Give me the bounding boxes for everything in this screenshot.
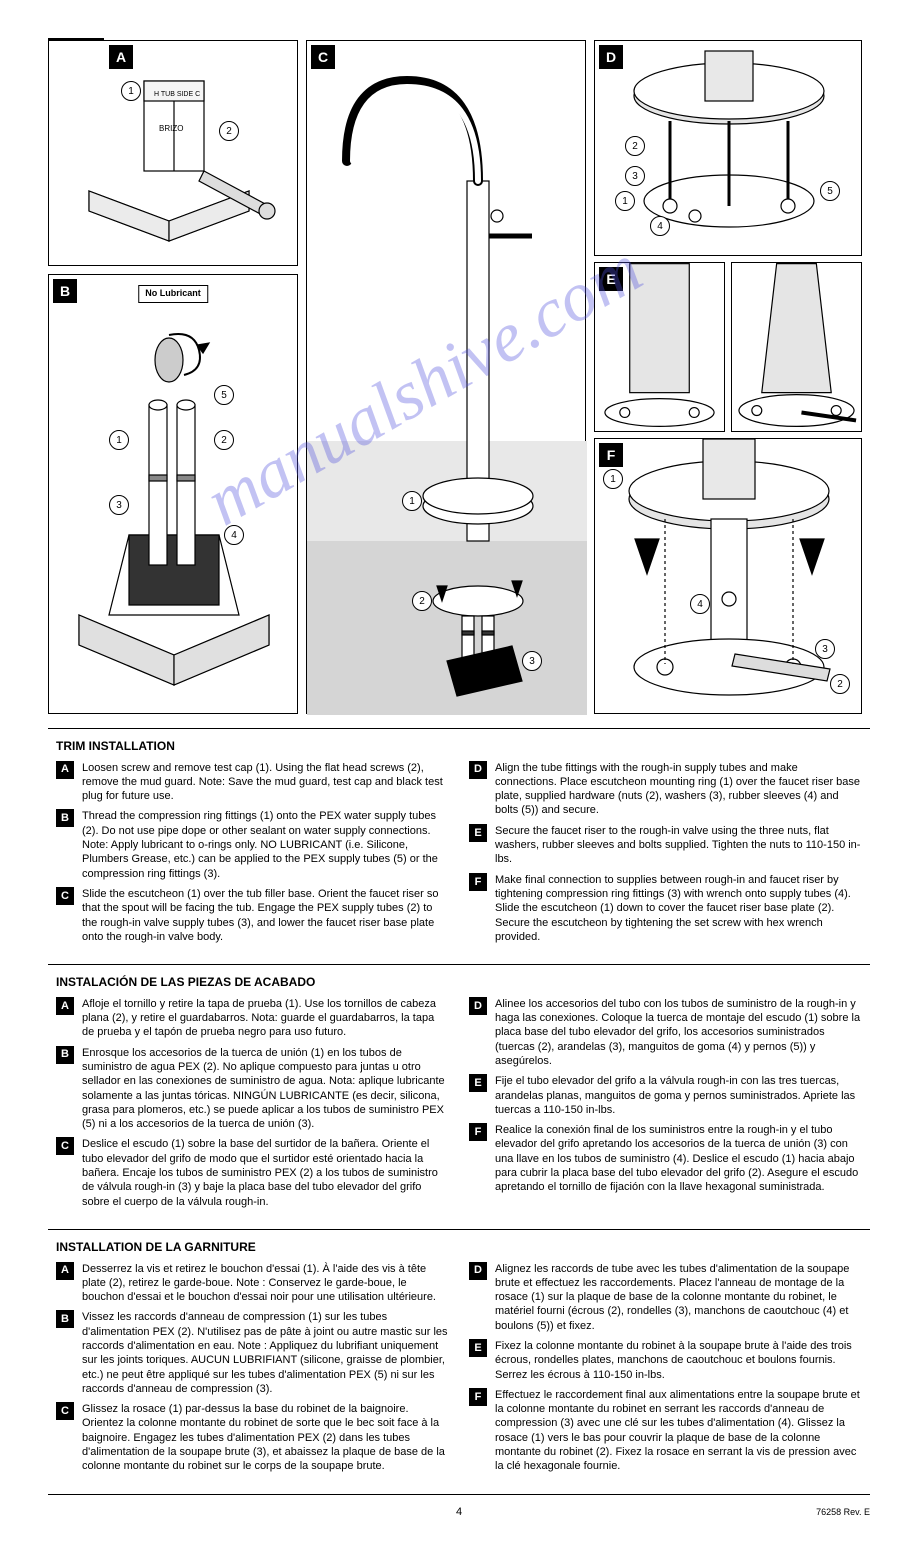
figure-f: F [594,438,862,714]
title-en: TRIM INSTALLATION [56,739,862,755]
callout-d1: 1 [615,191,635,211]
figure-left-column: A H TUB SIDE C BRIZO [48,40,298,714]
en-step-c: C Slide the escutcheon (1) over the tub … [56,887,449,944]
figure-f-svg [595,439,863,715]
panel-label-a: A [109,45,133,69]
callout-c3: 3 [522,651,542,671]
callout-a2: 2 [219,121,239,141]
es-step-a: A Afloje el tornillo y retire la tapa de… [56,997,449,1040]
warning-label: No Lubricant [138,285,208,303]
callout-b3: 3 [109,495,129,515]
en-step-b: B Thread the compression ring fittings (… [56,809,449,880]
callout-b4: 4 [224,525,244,545]
en-step-a: A Loosen screw and remove test cap (1). … [56,761,449,804]
en-text-d: Align the tube fittings with the rough-i… [495,761,862,818]
title-fr: INSTALLATION DE LA GARNITURE [56,1240,862,1256]
panel-label-c: C [311,45,335,69]
figures-row: A H TUB SIDE C BRIZO [48,40,870,714]
figure-c: C [306,40,586,714]
fr-step-c: C Glissez la rosace (1) par-dessus la ba… [56,1402,449,1473]
fr-step-e: E Fixez la colonne montante du robinet à… [469,1339,862,1382]
callout-d2: 2 [625,136,645,156]
panel-label-b: B [53,279,77,303]
document-id: 76258 Rev. E [816,1507,870,1519]
panel-label-d: D [599,45,623,69]
figure-a-svg: H TUB SIDE C BRIZO [49,41,299,267]
en-step-d: D Align the tube fittings with the rough… [469,761,862,818]
letter-b: B [56,809,74,827]
figure-b-svg [49,275,299,715]
figure-e2-svg [732,263,861,433]
panel-label-e: E [599,267,623,291]
figure-e2 [731,262,862,432]
letter-d: D [469,761,487,779]
en-text-e: Secure the faucet riser to the rough-in … [495,824,862,867]
callout-a1: 1 [121,81,141,101]
callout-c2: 2 [412,591,432,611]
page-number: 4 [48,1505,870,1519]
en-text-a: Loosen screw and remove test cap (1). Us… [82,761,449,804]
fr-step-f: F Effectuez le raccordement final aux al… [469,1388,862,1474]
es-step-e: E Fije el tubo elevador del grifo a la v… [469,1074,862,1117]
fr-step-d: D Alignez les raccords de tube avec les … [469,1262,862,1333]
callout-f2: 2 [830,674,850,694]
es-step-f: F Realice la conexión final de los sumin… [469,1123,862,1194]
letter-e: E [469,824,487,842]
fr-step-b: B Vissez les raccords d'anneau de compre… [56,1310,449,1396]
callout-d5: 5 [820,181,840,201]
letter-a: A [56,761,74,779]
en-step-e: E Secure the faucet riser to the rough-i… [469,824,862,867]
en-step-f: F Make final connection to supplies betw… [469,873,862,944]
section-english: TRIM INSTALLATION A Loosen screw and rem… [48,728,870,965]
figure-e1: E [594,262,725,432]
es-step-c: C Deslice el escudo (1) sobre la base de… [56,1137,449,1208]
callout-d4: 4 [650,216,670,236]
callout-b2: 2 [214,430,234,450]
figure-b: B No Lubricant [48,274,298,714]
en-text-f: Make final connection to supplies betwee… [495,873,862,944]
svg-text:BRIZO: BRIZO [159,124,183,133]
title-es: INSTALACIÓN DE LAS PIEZAS DE ACABADO [56,975,862,991]
callout-f4: 4 [690,594,710,614]
figure-a: A H TUB SIDE C BRIZO [48,40,298,266]
letter-f: F [469,873,487,891]
en-text-c: Slide the escutcheon (1) over the tub fi… [82,887,449,944]
fr-step-a: A Desserrez la vis et retirez le bouchon… [56,1262,449,1305]
section-spanish: INSTALACIÓN DE LAS PIEZAS DE ACABADO A A… [48,965,870,1230]
figure-d: D [594,40,862,256]
es-step-d: D Alinee los accesorios del tubo con los… [469,997,862,1068]
callout-d3: 3 [625,166,645,186]
callout-f3: 3 [815,639,835,659]
callout-b5: 5 [214,385,234,405]
callout-b1: 1 [109,430,129,450]
figure-right-column: D [594,40,862,714]
callout-c1: 1 [402,491,422,511]
es-step-b: B Enrosque los accesorios de la tuerca d… [56,1046,449,1132]
figure-c-svg [307,41,587,715]
figure-e-row: E [594,262,862,432]
svg-text:H TUB SIDE C: H TUB SIDE C [154,91,200,98]
en-text-b: Thread the compression ring fittings (1)… [82,809,449,880]
callout-f1: 1 [603,469,623,489]
panel-label-f: F [599,443,623,467]
letter-c: C [56,887,74,905]
section-french: INSTALLATION DE LA GARNITURE A Desserrez… [48,1230,870,1495]
